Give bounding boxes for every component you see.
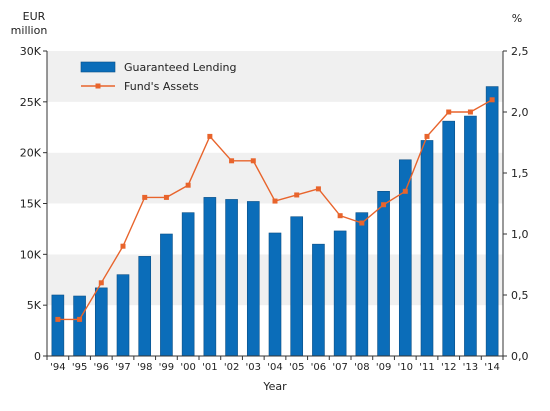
x-tick-label: '03: [246, 362, 261, 373]
line-point-'04: [272, 198, 278, 204]
line-point-'10: [402, 188, 408, 194]
line-point-'12: [446, 109, 452, 115]
y-right-tick-label: 2,0: [511, 106, 529, 119]
x-tick-label: '94: [50, 362, 65, 373]
bar-'01: [203, 197, 217, 357]
bar-'08: [355, 212, 369, 357]
line-point-'11: [424, 133, 430, 139]
y-right-tick-label: 0,5: [511, 289, 529, 302]
bar-'14: [485, 86, 499, 357]
x-tick-label: '12: [441, 362, 456, 373]
y-right-tick-label: 1,0: [511, 228, 529, 241]
x-tick-label: '00: [180, 362, 195, 373]
y-left-tick-label: 5K: [27, 299, 42, 312]
line-point-'08: [359, 220, 365, 226]
y-right-tick-label: 1,5: [511, 167, 529, 180]
bar-'12: [442, 120, 456, 357]
bar-'00: [181, 212, 195, 357]
bar-'02: [225, 199, 238, 357]
line-point-'05: [294, 192, 300, 198]
x-tick-label: '05: [289, 362, 304, 373]
line-point-'13: [467, 109, 473, 115]
bar-'03: [246, 201, 260, 357]
x-tick-label: '08: [354, 362, 369, 373]
line-point-'01: [207, 133, 213, 139]
bar-'11: [420, 140, 434, 357]
x-tick-label: '96: [94, 362, 109, 373]
y-left-tick-label: 15K: [20, 198, 42, 211]
line-point-'95: [77, 316, 83, 322]
line-point-'07: [337, 213, 343, 219]
bar-'96: [94, 287, 108, 357]
axes: 0 5K 10K 15K 20K 25K 30K 0,0 0,5 1,0 1,5 2,0 2,5 '94 '…: [11, 10, 529, 393]
bar-'13: [464, 115, 477, 357]
line-point-'06: [315, 186, 321, 192]
x-tick-label: '11: [419, 362, 434, 373]
x-tick-label: '14: [484, 362, 499, 373]
line-point-'97: [120, 243, 126, 249]
grid-band: [47, 152, 503, 204]
line-point-'00: [185, 182, 191, 188]
line-point-'98: [142, 194, 148, 200]
legend-marker-fund-assets: [95, 83, 101, 89]
bar-'97: [116, 274, 130, 357]
line-point-'94: [55, 316, 61, 322]
bar-series: [51, 86, 499, 357]
line-point-'02: [229, 158, 235, 164]
legend: Guaranteed Lending Fund's Assets: [80, 61, 236, 93]
grid-band: [47, 51, 503, 102]
x-tick-label: '95: [72, 362, 87, 373]
y-left-tick-label: 10K: [20, 248, 42, 261]
legend-swatch-guaranteed-lending: [80, 61, 116, 73]
x-tick-label: '01: [202, 362, 217, 373]
legend-label-guaranteed-lending: Guaranteed Lending: [124, 61, 236, 74]
legend-label-fund-assets: Fund's Assets: [124, 80, 199, 93]
bar-'99: [160, 233, 173, 357]
y-left-tick-label: 0: [34, 350, 41, 363]
line-series: [55, 97, 495, 322]
x-tick-label: '09: [376, 362, 391, 373]
x-tick-label: '98: [137, 362, 152, 373]
x-tick-label: '02: [224, 362, 239, 373]
bar-'06: [312, 243, 325, 357]
bar-'05: [290, 216, 304, 357]
y-left-tick-label: 25K: [20, 96, 42, 109]
x-tick-label: '97: [115, 362, 130, 373]
bar-'98: [138, 256, 152, 357]
bar-'04: [268, 232, 282, 357]
line-point-'14: [489, 97, 495, 103]
y-right-tick-label: 0,0: [511, 350, 529, 363]
y-right-axis-title: %: [512, 12, 522, 25]
x-axis-title: Year: [262, 380, 287, 393]
bar-'07: [333, 230, 347, 357]
line-point-'03: [250, 158, 256, 164]
y-left-axis-title-line2: million: [11, 24, 48, 37]
y-left-axis-title-line1: EUR: [23, 10, 46, 23]
y-left-tick-label: 30K: [20, 45, 42, 58]
x-tick-label: '99: [159, 362, 174, 373]
line-point-'96: [98, 280, 104, 286]
bar-'94: [51, 294, 65, 357]
line-point-'09: [381, 202, 387, 208]
x-tick-label: '13: [463, 362, 478, 373]
bar-'95: [73, 295, 86, 357]
line-point-'99: [163, 194, 169, 200]
x-tick-label: '10: [398, 362, 413, 373]
bar-'09: [377, 191, 390, 357]
x-tick-label: '04: [267, 362, 282, 373]
x-tick-label: '06: [311, 362, 326, 373]
y-right-tick-label: 2,5: [511, 45, 529, 58]
x-tick-label: '07: [332, 362, 347, 373]
y-left-tick-label: 20K: [20, 147, 42, 160]
